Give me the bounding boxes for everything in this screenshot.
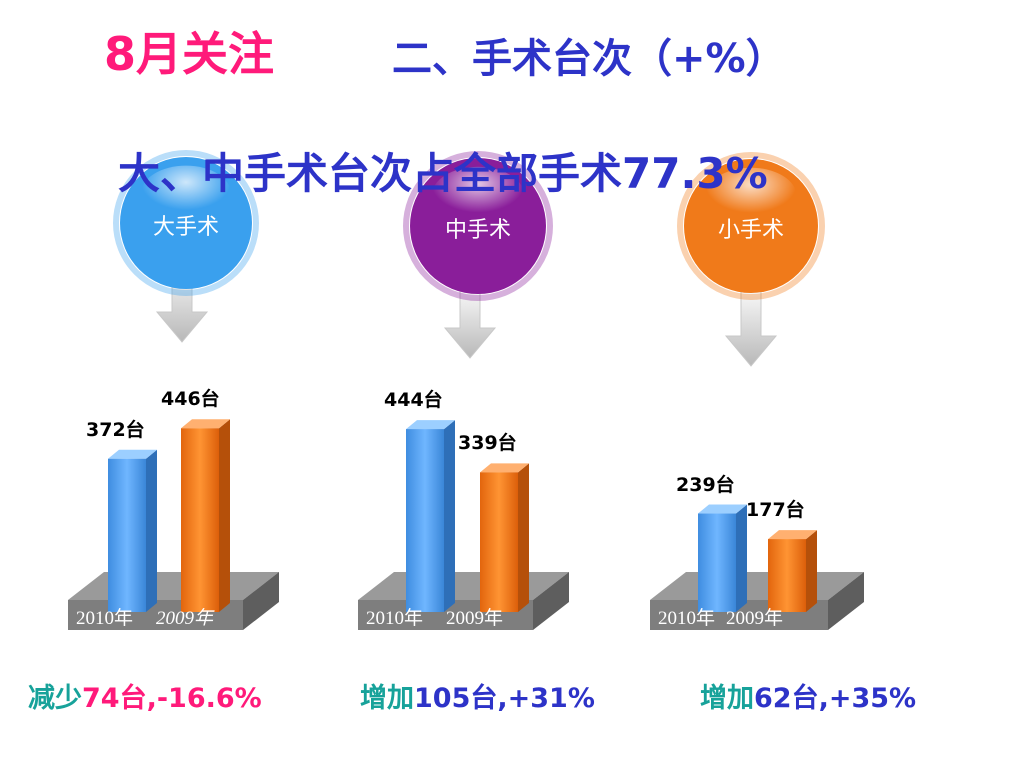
value-label: 444台 xyxy=(384,389,443,412)
summary-value: 62台,+35% xyxy=(754,683,917,714)
tick-label: 2010年 xyxy=(76,608,134,629)
bubble-ring xyxy=(113,150,259,296)
tick-label: 2010年 xyxy=(366,608,424,629)
summary-prefix: 增加 xyxy=(700,683,754,714)
bubble-shine xyxy=(141,165,231,222)
bubble-ring xyxy=(677,152,825,300)
bar-chart-0-0 xyxy=(108,458,146,612)
platform-side xyxy=(533,572,569,630)
bar-chart-1-0 xyxy=(406,429,444,612)
platform-top xyxy=(650,572,864,600)
bubble-label: 小手术 xyxy=(717,218,784,243)
bar-top xyxy=(406,420,455,430)
value-label: 446台 xyxy=(161,388,220,411)
bar-top xyxy=(698,504,747,514)
bar-top xyxy=(480,463,529,473)
bubble-shine xyxy=(705,167,797,224)
platform-top xyxy=(358,572,569,600)
platform-side xyxy=(828,572,864,630)
summary-prefix: 减少 xyxy=(28,683,82,714)
bubble-shine xyxy=(431,166,525,224)
platform-side xyxy=(243,572,279,630)
bar-top xyxy=(108,449,157,459)
bar-side xyxy=(736,504,747,612)
summary-change: 增加62台,+35% xyxy=(700,676,916,715)
bar-side xyxy=(444,420,455,612)
value-label: 339台 xyxy=(458,432,517,455)
summary-change: 减少74台,-16.6% xyxy=(28,676,262,715)
bar-top xyxy=(768,530,817,540)
bar-chart-2-1 xyxy=(768,539,806,612)
bar-side xyxy=(518,463,529,612)
bubble-label: 中手术 xyxy=(444,218,511,243)
platform-top xyxy=(68,572,279,600)
bar-side xyxy=(146,449,157,612)
subtitle: 大、中手术台次占全部手术77.3% xyxy=(118,149,768,198)
value-label: 372台 xyxy=(86,418,145,441)
bar-side xyxy=(806,530,817,612)
tick-label: 2009年 xyxy=(446,608,504,629)
bubble-ring xyxy=(403,151,553,301)
summary-prefix: 增加 xyxy=(360,683,414,714)
bubble-label: 大手术 xyxy=(152,215,219,240)
page-title: 8月关注 xyxy=(104,27,275,81)
bar-chart-1-1 xyxy=(480,472,518,612)
section-title: 二、手术台次（+%） xyxy=(392,36,786,82)
value-label: 239台 xyxy=(676,473,735,496)
summary-value: 74台,-16.6% xyxy=(82,683,262,714)
tick-label: 2009年 xyxy=(726,608,784,629)
tick-label: 2009年 xyxy=(156,608,214,629)
summary-value: 105台,+31% xyxy=(414,683,595,714)
value-label: 177台 xyxy=(746,499,805,522)
bar-side xyxy=(219,419,230,612)
bar-top xyxy=(181,419,230,429)
bar-chart-0-1 xyxy=(181,428,219,612)
bar-chart-2-0 xyxy=(698,513,736,612)
summary-change: 增加105台,+31% xyxy=(360,676,595,715)
tick-label: 2010年 xyxy=(658,608,716,629)
